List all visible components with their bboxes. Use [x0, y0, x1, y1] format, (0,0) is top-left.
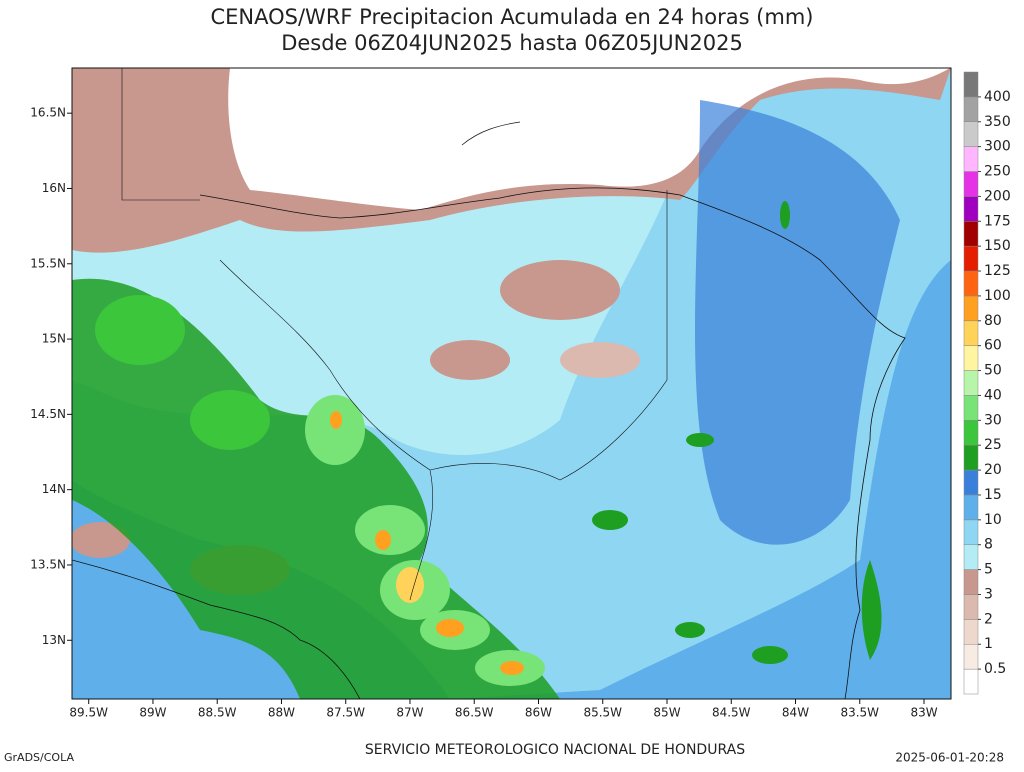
color-bin	[963, 370, 979, 396]
lon-tick-label: 83.5W	[840, 706, 879, 720]
lon-tick-label: 84W	[782, 706, 809, 720]
color-bin	[963, 221, 979, 247]
color-bin	[963, 96, 979, 123]
colorbar-label: 10	[984, 512, 1002, 528]
colorbar-label: 125	[984, 263, 1011, 279]
colorbar-label: 1	[984, 636, 993, 652]
colorbar-label: 30	[984, 412, 1002, 428]
lon-tick-label: 87.5W	[326, 706, 365, 720]
colorbar-label: 200	[984, 188, 1011, 204]
colorbar-label: 0.5	[984, 661, 1006, 677]
lon-tick-label: 89.5W	[69, 706, 108, 720]
color-bin	[963, 395, 979, 421]
colorbar-label: 5	[984, 562, 993, 578]
color-bin	[963, 444, 979, 471]
colorbar-label: 250	[984, 164, 1011, 180]
lon-tick-label: 84.5W	[712, 706, 751, 720]
color-bin	[963, 420, 979, 446]
color-bin	[963, 569, 979, 595]
colorbar-label: 25	[984, 437, 1002, 453]
color-bin	[963, 619, 979, 645]
color-bin	[963, 519, 979, 545]
lon-tick-label: 85.5W	[583, 706, 622, 720]
footer-center: SERVICIO METEOROLOGICO NACIONAL DE HONDU…	[365, 742, 745, 758]
footer-left: GrADS/COLA	[4, 751, 74, 764]
colorbar-label: 40	[984, 387, 1002, 403]
colorbar-label: 50	[984, 363, 1002, 379]
color-bin	[963, 544, 979, 570]
lon-tick-label: 86.5W	[455, 706, 494, 720]
lon-tick-label: 86W	[525, 706, 552, 720]
color-bin	[963, 668, 979, 695]
lat-tick-label: 13N	[42, 633, 66, 647]
color-bin	[963, 146, 979, 172]
lon-tick-label: 83W	[910, 706, 937, 720]
precip-field	[72, 68, 951, 699]
colorbar-label: 3	[984, 586, 993, 602]
map-frame	[71, 67, 952, 700]
colorbar-label: 2	[984, 611, 993, 627]
lat-tick-label: 14.5N	[30, 407, 66, 421]
lon-tick-label: 87W	[396, 706, 423, 720]
color-bin	[963, 171, 979, 197]
lon-tick-label: 88W	[268, 706, 295, 720]
color-bin	[963, 121, 979, 147]
lon-tick-label: 85W	[653, 706, 680, 720]
colorbar-label: 150	[984, 238, 1011, 254]
color-bin	[963, 71, 979, 98]
colorbar-label: 100	[984, 288, 1011, 304]
color-bin	[963, 196, 979, 222]
color-bin	[963, 469, 979, 496]
color-bin	[963, 643, 979, 670]
color-bin	[963, 320, 979, 346]
colorbar-label: 80	[984, 313, 1002, 329]
colorbar-label: 300	[984, 139, 1011, 155]
lon-tick-label: 89W	[139, 706, 166, 720]
colorbar-label: 8	[984, 537, 993, 553]
lon-tick-label: 88.5W	[198, 706, 237, 720]
lat-tick-label: 16.5N	[30, 106, 66, 120]
subtitle: Desde 06Z04JUN2025 hasta 06Z05JUN2025	[281, 31, 743, 55]
title: CENAOS/WRF Precipitacion Acumulada en 24…	[210, 5, 813, 29]
color-bin	[963, 295, 979, 322]
color-bin	[963, 494, 979, 521]
colorbar-label: 60	[984, 338, 1002, 354]
footer-right: 2025-06-01-20:28	[895, 751, 1004, 765]
lat-tick-label: 15.5N	[30, 256, 66, 270]
colorbar-label: 175	[984, 213, 1011, 229]
color-bin	[963, 594, 979, 620]
colorbar-label: 15	[984, 487, 1002, 503]
colorbar-label: 350	[984, 114, 1011, 130]
color-bin	[963, 270, 979, 297]
lat-tick-label: 15N	[42, 332, 66, 346]
colorbar-label: 20	[984, 462, 1002, 478]
color-bin	[963, 245, 979, 272]
colorbar-label: 400	[984, 89, 1011, 105]
lat-tick-label: 14N	[42, 482, 66, 496]
lat-tick-label: 16N	[42, 181, 66, 195]
color-bin	[963, 345, 979, 371]
lat-tick-label: 13.5N	[30, 557, 66, 571]
